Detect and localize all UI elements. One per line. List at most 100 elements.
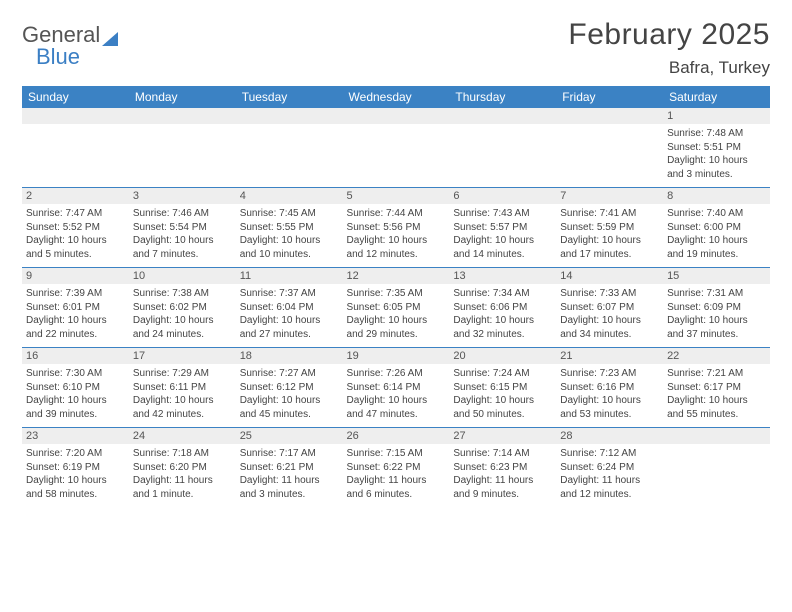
col-header: Wednesday bbox=[343, 86, 450, 108]
sunrise-text: Sunrise: 7:21 AM bbox=[667, 367, 766, 381]
day-number: 15 bbox=[663, 268, 770, 284]
calendar-day: 16Sunrise: 7:30 AMSunset: 6:10 PMDayligh… bbox=[22, 348, 129, 428]
daylight-text: Daylight: 10 hours and 10 minutes. bbox=[240, 234, 339, 261]
calendar-day: 25Sunrise: 7:17 AMSunset: 6:21 PMDayligh… bbox=[236, 428, 343, 508]
daylight-text: Daylight: 10 hours and 29 minutes. bbox=[347, 314, 446, 341]
day-details: Sunrise: 7:17 AMSunset: 6:21 PMDaylight:… bbox=[236, 444, 343, 507]
sunrise-text: Sunrise: 7:47 AM bbox=[26, 207, 125, 221]
sunset-text: Sunset: 6:22 PM bbox=[347, 461, 446, 475]
day-number bbox=[556, 108, 663, 124]
daylight-text: Daylight: 10 hours and 12 minutes. bbox=[347, 234, 446, 261]
daylight-text: Daylight: 10 hours and 47 minutes. bbox=[347, 394, 446, 421]
calendar-week: 16Sunrise: 7:30 AMSunset: 6:10 PMDayligh… bbox=[22, 348, 770, 428]
day-details: Sunrise: 7:21 AMSunset: 6:17 PMDaylight:… bbox=[663, 364, 770, 427]
sunrise-text: Sunrise: 7:20 AM bbox=[26, 447, 125, 461]
day-number: 9 bbox=[22, 268, 129, 284]
sunrise-text: Sunrise: 7:17 AM bbox=[240, 447, 339, 461]
day-details: Sunrise: 7:47 AMSunset: 5:52 PMDaylight:… bbox=[22, 204, 129, 267]
sunset-text: Sunset: 5:59 PM bbox=[560, 221, 659, 235]
day-number: 16 bbox=[22, 348, 129, 364]
day-number: 20 bbox=[449, 348, 556, 364]
day-number: 1 bbox=[663, 108, 770, 124]
calendar-day: 24Sunrise: 7:18 AMSunset: 6:20 PMDayligh… bbox=[129, 428, 236, 508]
sunrise-text: Sunrise: 7:37 AM bbox=[240, 287, 339, 301]
calendar-day: 10Sunrise: 7:38 AMSunset: 6:02 PMDayligh… bbox=[129, 268, 236, 348]
calendar-day: 14Sunrise: 7:33 AMSunset: 6:07 PMDayligh… bbox=[556, 268, 663, 348]
daylight-text: Daylight: 10 hours and 39 minutes. bbox=[26, 394, 125, 421]
daylight-text: Daylight: 11 hours and 9 minutes. bbox=[453, 474, 552, 501]
day-number: 6 bbox=[449, 188, 556, 204]
sunset-text: Sunset: 6:17 PM bbox=[667, 381, 766, 395]
sunset-text: Sunset: 6:01 PM bbox=[26, 301, 125, 315]
day-number: 5 bbox=[343, 188, 450, 204]
calendar-day bbox=[556, 108, 663, 188]
day-number: 7 bbox=[556, 188, 663, 204]
day-details: Sunrise: 7:48 AMSunset: 5:51 PMDaylight:… bbox=[663, 124, 770, 187]
day-number: 3 bbox=[129, 188, 236, 204]
sunrise-text: Sunrise: 7:38 AM bbox=[133, 287, 232, 301]
sunset-text: Sunset: 5:51 PM bbox=[667, 141, 766, 155]
col-header: Sunday bbox=[22, 86, 129, 108]
day-number bbox=[129, 108, 236, 124]
day-details: Sunrise: 7:44 AMSunset: 5:56 PMDaylight:… bbox=[343, 204, 450, 267]
day-number: 25 bbox=[236, 428, 343, 444]
day-number bbox=[663, 428, 770, 444]
calendar-body: 1Sunrise: 7:48 AMSunset: 5:51 PMDaylight… bbox=[22, 108, 770, 507]
sunrise-text: Sunrise: 7:35 AM bbox=[347, 287, 446, 301]
sunrise-text: Sunrise: 7:12 AM bbox=[560, 447, 659, 461]
day-number bbox=[343, 108, 450, 124]
day-details: Sunrise: 7:26 AMSunset: 6:14 PMDaylight:… bbox=[343, 364, 450, 427]
day-details bbox=[129, 124, 236, 182]
daylight-text: Daylight: 11 hours and 1 minute. bbox=[133, 474, 232, 501]
calendar-day: 23Sunrise: 7:20 AMSunset: 6:19 PMDayligh… bbox=[22, 428, 129, 508]
sunrise-text: Sunrise: 7:14 AM bbox=[453, 447, 552, 461]
daylight-text: Daylight: 10 hours and 37 minutes. bbox=[667, 314, 766, 341]
day-details: Sunrise: 7:41 AMSunset: 5:59 PMDaylight:… bbox=[556, 204, 663, 267]
sunset-text: Sunset: 5:52 PM bbox=[26, 221, 125, 235]
calendar-day bbox=[129, 108, 236, 188]
calendar-day: 20Sunrise: 7:24 AMSunset: 6:15 PMDayligh… bbox=[449, 348, 556, 428]
day-details: Sunrise: 7:20 AMSunset: 6:19 PMDaylight:… bbox=[22, 444, 129, 507]
calendar-day: 3Sunrise: 7:46 AMSunset: 5:54 PMDaylight… bbox=[129, 188, 236, 268]
daylight-text: Daylight: 10 hours and 55 minutes. bbox=[667, 394, 766, 421]
sunset-text: Sunset: 5:55 PM bbox=[240, 221, 339, 235]
calendar-day: 13Sunrise: 7:34 AMSunset: 6:06 PMDayligh… bbox=[449, 268, 556, 348]
day-number bbox=[22, 108, 129, 124]
daylight-text: Daylight: 10 hours and 32 minutes. bbox=[453, 314, 552, 341]
calendar-day: 11Sunrise: 7:37 AMSunset: 6:04 PMDayligh… bbox=[236, 268, 343, 348]
sunrise-text: Sunrise: 7:24 AM bbox=[453, 367, 552, 381]
calendar-table: SundayMondayTuesdayWednesdayThursdayFrid… bbox=[22, 86, 770, 507]
daylight-text: Daylight: 10 hours and 3 minutes. bbox=[667, 154, 766, 181]
sunrise-text: Sunrise: 7:31 AM bbox=[667, 287, 766, 301]
day-details bbox=[663, 444, 770, 502]
daylight-text: Daylight: 11 hours and 3 minutes. bbox=[240, 474, 339, 501]
sunset-text: Sunset: 6:24 PM bbox=[560, 461, 659, 475]
calendar-day: 1Sunrise: 7:48 AMSunset: 5:51 PMDaylight… bbox=[663, 108, 770, 188]
sunset-text: Sunset: 6:02 PM bbox=[133, 301, 232, 315]
sunrise-text: Sunrise: 7:41 AM bbox=[560, 207, 659, 221]
day-number: 27 bbox=[449, 428, 556, 444]
day-number: 23 bbox=[22, 428, 129, 444]
day-details: Sunrise: 7:43 AMSunset: 5:57 PMDaylight:… bbox=[449, 204, 556, 267]
sunset-text: Sunset: 6:12 PM bbox=[240, 381, 339, 395]
calendar-day: 28Sunrise: 7:12 AMSunset: 6:24 PMDayligh… bbox=[556, 428, 663, 508]
day-details: Sunrise: 7:27 AMSunset: 6:12 PMDaylight:… bbox=[236, 364, 343, 427]
day-number: 24 bbox=[129, 428, 236, 444]
day-number: 17 bbox=[129, 348, 236, 364]
col-header: Thursday bbox=[449, 86, 556, 108]
sunset-text: Sunset: 5:57 PM bbox=[453, 221, 552, 235]
sunrise-text: Sunrise: 7:26 AM bbox=[347, 367, 446, 381]
col-header: Tuesday bbox=[236, 86, 343, 108]
sunset-text: Sunset: 6:11 PM bbox=[133, 381, 232, 395]
sunset-text: Sunset: 5:56 PM bbox=[347, 221, 446, 235]
sunset-text: Sunset: 6:23 PM bbox=[453, 461, 552, 475]
calendar-day: 5Sunrise: 7:44 AMSunset: 5:56 PMDaylight… bbox=[343, 188, 450, 268]
logo-word1: General bbox=[22, 24, 100, 46]
day-details: Sunrise: 7:35 AMSunset: 6:05 PMDaylight:… bbox=[343, 284, 450, 347]
daylight-text: Daylight: 10 hours and 42 minutes. bbox=[133, 394, 232, 421]
day-details: Sunrise: 7:40 AMSunset: 6:00 PMDaylight:… bbox=[663, 204, 770, 267]
day-details bbox=[343, 124, 450, 182]
day-number: 12 bbox=[343, 268, 450, 284]
calendar-day: 8Sunrise: 7:40 AMSunset: 6:00 PMDaylight… bbox=[663, 188, 770, 268]
day-number bbox=[449, 108, 556, 124]
